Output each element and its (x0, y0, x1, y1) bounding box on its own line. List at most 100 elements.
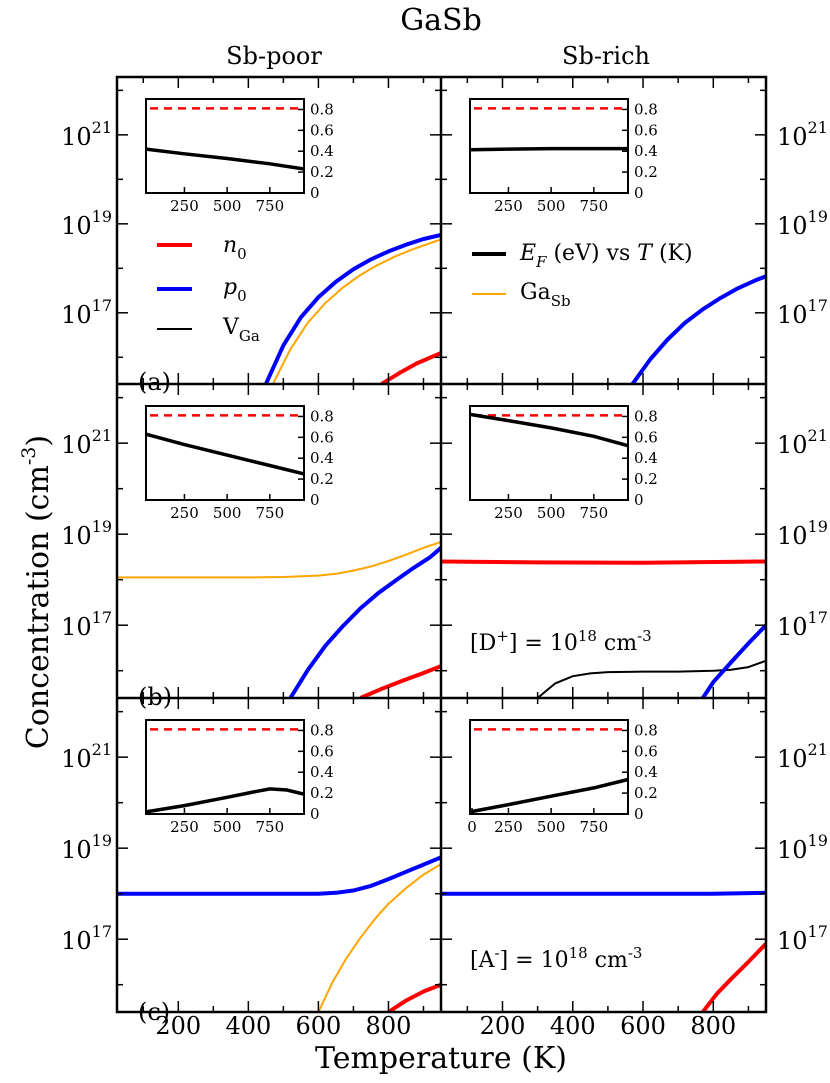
svg-text:Concentration (cm-3): Concentration (cm-3) (18, 435, 56, 749)
panel-label-b: (b) (138, 683, 172, 711)
inset-x-tick-label: 250 (170, 197, 199, 215)
inset-y-tick-label: 0.2 (310, 784, 334, 802)
inset-y-tick-label: 0.6 (310, 428, 334, 446)
y-tick-label-left: 1021 (61, 118, 112, 151)
legend-label-gasb: GaSb (520, 280, 571, 310)
inset-y-tick-label: 0.2 (634, 470, 658, 488)
y-tick-label-right: 1017 (777, 922, 828, 955)
curve-VGa-b-rich (536, 659, 766, 698)
inset-y-tick-label: 0.2 (634, 163, 658, 181)
panel-b-rich-curves (441, 559, 766, 698)
legend-label-p0: p0 (223, 275, 247, 305)
inset-a-rich: 0 0.2 0.4 0.6 0.8 250 500 750 (469, 98, 658, 215)
y-tick-label-right: 1017 (777, 296, 828, 329)
inset-x-tick-label: 750 (256, 504, 285, 522)
inset-y-tick-label: 0 (310, 184, 320, 202)
ticks-layer: 1021 1021 1019 1019 1017 1017 1021 1021 1019 1019… (61, 77, 828, 1040)
x-tick-label: 400 (550, 1012, 596, 1040)
curve-p0-a-poor (264, 232, 441, 384)
x-tick-label: 600 (295, 1012, 341, 1040)
curve-n0-a-poor (380, 351, 441, 384)
inset-y-tick-label: 0.4 (310, 142, 334, 160)
inset-x-tick-label: 750 (256, 818, 285, 836)
inset-y-tick-label: 0.4 (634, 763, 658, 781)
curve-GaSb-c-poor (317, 863, 441, 1012)
x-axis-label: Temperature (K) (315, 1041, 567, 1076)
panel-a-rich-curves (630, 274, 766, 384)
y-tick-label-right: 1017 (777, 608, 828, 641)
inset-x-tick-label: 750 (580, 504, 609, 522)
annotation-acceptor: [A-] = 1018 cm-3 (470, 944, 642, 973)
inset-x-tick-label: 500 (213, 197, 242, 215)
y-tick-label-left: 1021 (61, 426, 112, 459)
inset-y-tick-label: 0.2 (634, 784, 658, 802)
inset-y-tick-label: 0.6 (310, 121, 334, 139)
y-axis-label: Concentration (cm-3) (18, 435, 56, 749)
inset-x-tick-label: 750 (256, 197, 285, 215)
inset-x-tick-label: 500 (537, 818, 566, 836)
panel-a-poor-curves (264, 232, 441, 384)
inset-y-tick-label: 0.8 (634, 100, 658, 118)
inset-y-tick-label: 0.2 (310, 163, 334, 181)
curve-p0-c-rich (441, 890, 766, 896)
inset-y-tick-label: 0 (634, 184, 644, 202)
inset-x-tick-label: 750 (580, 818, 609, 836)
curve-p0-a-rich (630, 274, 766, 384)
inset-x-tick-label: 250 (170, 818, 199, 836)
y-tick-label-left: 1019 (61, 831, 112, 864)
inset-ef-curve (469, 412, 629, 448)
y-tick-label-left: 1017 (61, 608, 112, 641)
panel-label-a: (a) (138, 368, 171, 396)
inset-frame (469, 405, 629, 501)
inset-ef-curve (469, 146, 628, 152)
inset-y-tick-label: 0.4 (310, 763, 334, 781)
frames-layer (115, 75, 768, 1014)
inset-ef-curve (145, 432, 305, 476)
inset-y-tick-label: 0 (310, 491, 320, 509)
panel-b-poor-curves (117, 540, 441, 698)
inset-x-tick-label: 0 (467, 818, 477, 836)
curve-p0-b-poor (288, 546, 441, 698)
curve-n0-b-poor (359, 664, 441, 698)
inset-y-tick-label: 0 (634, 491, 644, 509)
curves-layer (117, 232, 766, 1012)
y-tick-label-left: 1017 (61, 922, 112, 955)
curve-p0-c-poor (117, 855, 441, 896)
column-title-sb-poor: Sb-poor (226, 42, 322, 70)
legend-label-ef: EF (eV) vs T (K) (519, 241, 693, 271)
curve-p0-b-rich (701, 623, 766, 698)
curve-n0-c-poor (387, 982, 441, 1012)
figure-title: GaSb (400, 3, 482, 38)
x-tick-label: 200 (155, 1012, 201, 1040)
inset-y-tick-label: 0.6 (634, 742, 658, 760)
inset-y-tick-label: 0.8 (310, 721, 334, 739)
y-tick-label-right: 1019 (777, 207, 828, 240)
curve-n0-c-rich (701, 942, 766, 1012)
annotation-donor: [D+] = 1018 cm-3 (470, 627, 652, 656)
y-tick-label-right: 1019 (777, 831, 828, 864)
inset-y-tick-label: 0.8 (310, 100, 334, 118)
inset-x-tick-label: 500 (537, 504, 566, 522)
legend-label-vga: VGa (222, 315, 260, 345)
legend-sb-poor: n0 p0 VGa (157, 233, 260, 345)
y-tick-label-left: 1019 (61, 207, 112, 240)
inset-x-tick-label: 750 (580, 197, 609, 215)
y-tick-label-right: 1021 (777, 426, 828, 459)
inset-a-poor: 0 0.2 0.4 0.6 0.8 250 500 750 (145, 98, 334, 215)
inset-y-tick-label: 0.4 (634, 142, 658, 160)
x-tick-label: 600 (620, 1012, 666, 1040)
x-tick-label: 800 (690, 1012, 736, 1040)
inset-y-tick-label: 0.6 (634, 121, 658, 139)
inset-x-tick-label: 250 (494, 504, 523, 522)
y-tick-label-right: 1021 (777, 740, 828, 773)
inset-frame (145, 98, 305, 194)
inset-y-tick-label: 0.2 (310, 470, 334, 488)
inset-frame (145, 719, 305, 815)
inset-x-tick-label: 250 (494, 818, 523, 836)
panel-c-poor-curves (117, 855, 441, 1012)
column-title-sb-rich: Sb-rich (562, 42, 650, 70)
curve-GaSb-b-poor (117, 540, 441, 579)
inset-frame (469, 98, 629, 194)
inset-y-tick-label: 0.4 (310, 449, 334, 467)
